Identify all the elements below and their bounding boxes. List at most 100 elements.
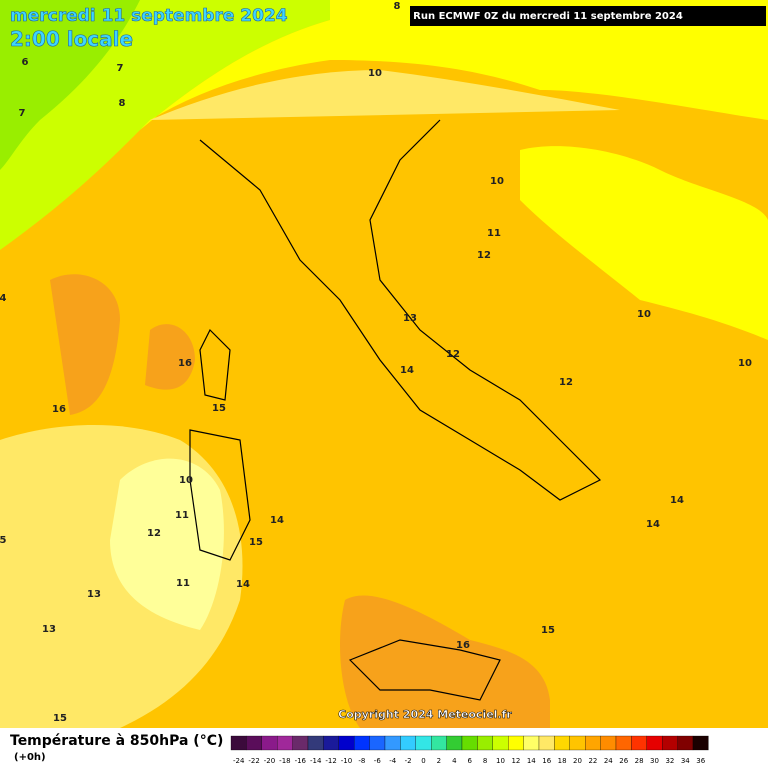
zone-light: [150, 70, 620, 120]
legend-tick-label: -2: [405, 757, 412, 765]
contour-label: 14: [670, 495, 684, 506]
legend-tick-label: -6: [374, 757, 382, 765]
legend-swatch: [431, 735, 447, 751]
legend-swatch: [554, 735, 570, 751]
contour-label: 12: [147, 528, 161, 539]
legend-swatch: [384, 735, 401, 751]
legend-tick-label: -12: [325, 757, 336, 765]
contour-label: 15: [541, 625, 555, 636]
contour-label: 13: [403, 313, 417, 324]
legend-swatch: [523, 735, 540, 751]
contour-label: 12: [477, 250, 491, 261]
run-label: Run ECMWF 0Z du mercredi 11 septembre 20…: [413, 11, 683, 22]
legend-swatch: [585, 735, 601, 751]
contour-label: 7: [117, 63, 124, 74]
legend-swatch: [277, 735, 293, 751]
contour-label: 11: [175, 510, 189, 521]
contour-label: 4: [0, 293, 7, 304]
legend-tick-label: 22: [588, 757, 597, 765]
contour-label: 14: [236, 579, 250, 590]
legend-tick-label: 18: [558, 757, 567, 765]
contour-label: 12: [446, 349, 460, 360]
legend-swatch: [538, 735, 555, 751]
legend-tick-label: -22: [248, 757, 259, 765]
legend-tick-label: -4: [389, 757, 397, 765]
legend-swatch: [692, 735, 709, 751]
legend-tick-label: -20: [264, 757, 275, 765]
legend-tick-label: -18: [279, 757, 290, 765]
contour-label: 5: [0, 535, 7, 546]
legend-swatch: [569, 735, 586, 751]
legend-tick-label: -16: [295, 757, 307, 765]
contour-label: 14: [400, 365, 414, 376]
legend-tick-label: 24: [604, 757, 613, 765]
contour-label: 15: [53, 713, 67, 724]
contour-label: 14: [270, 515, 284, 526]
legend-swatch: [338, 735, 355, 751]
legend-tick-label: -8: [358, 757, 365, 765]
legend-swatch: [369, 735, 386, 751]
legend-swatch: [415, 735, 432, 751]
legend-tick-label: 20: [573, 757, 582, 765]
legend-tick-label: 14: [527, 757, 536, 765]
legend-swatch: [246, 735, 262, 751]
legend-swatch: [461, 735, 478, 751]
zone-orange-west: [50, 274, 120, 415]
contour-label: 10: [637, 309, 651, 320]
zone-orange-sicily: [340, 595, 550, 728]
contour-label: 10: [368, 68, 382, 79]
contour-label: 7: [19, 108, 26, 119]
legend-swatch: [477, 735, 493, 751]
legend-tick-label: 36: [696, 757, 705, 765]
contour-label: 13: [42, 624, 56, 635]
legend-step: (+0h): [14, 752, 46, 763]
zone-orange-corsica: [145, 324, 195, 390]
legend-swatch: [230, 735, 247, 751]
contour-label: 12: [559, 377, 573, 388]
contour-label: 11: [487, 228, 501, 239]
legend-swatch: [354, 735, 370, 751]
contour-label: 8: [394, 1, 401, 12]
legend-swatch: [400, 735, 416, 751]
contour-label: 16: [52, 404, 66, 415]
legend-tick-label: 8: [483, 757, 487, 765]
legend-tick-label: 30: [650, 757, 659, 765]
legend-swatch: [492, 735, 509, 751]
title: mercredi 11 septembre 2024: [10, 6, 288, 26]
legend-swatch: [261, 735, 278, 751]
legend-title: Température à 850hPa (°C): [10, 733, 223, 749]
legend-tick-label: 12: [511, 757, 520, 765]
zone-colder: [0, 0, 140, 170]
legend-swatch: [323, 735, 339, 751]
contour-label: 15: [249, 537, 263, 548]
legend-swatch: [662, 735, 678, 751]
legend-tick-label: -10: [341, 757, 352, 765]
contour-label: 16: [178, 358, 192, 369]
contour-label: 13: [87, 589, 101, 600]
legend-tick-label: 10: [496, 757, 505, 765]
contour-label: 11: [176, 578, 190, 589]
legend-tick-label: 26: [619, 757, 628, 765]
legend-swatch: [600, 735, 617, 751]
legend-swatch: [631, 735, 647, 751]
contour-label: 10: [179, 475, 193, 486]
legend-swatch: [508, 735, 524, 751]
contour-label: 10: [738, 358, 752, 369]
legend-swatch: [292, 735, 309, 751]
contour-label: 15: [212, 403, 226, 414]
legend-tick-label: 16: [542, 757, 551, 765]
legend-swatch: [646, 735, 663, 751]
zone-warmest-light: [110, 458, 224, 630]
legend-tick-label: 34: [681, 757, 690, 765]
legend-tick-label: -14: [310, 757, 322, 765]
contour-label: 6: [22, 57, 29, 68]
legend-tick-label: 6: [467, 757, 472, 765]
legend-swatch: [677, 735, 694, 751]
legend-swatch: [446, 735, 463, 751]
subtitle: 2:00 locale: [10, 27, 133, 51]
contour-label: 8: [119, 98, 126, 109]
coastline: [199, 119, 602, 501]
legend-tick-label: 28: [635, 757, 644, 765]
